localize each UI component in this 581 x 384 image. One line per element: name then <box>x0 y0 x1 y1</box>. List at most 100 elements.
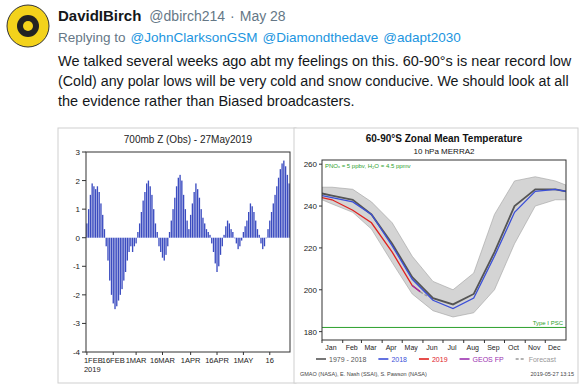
bar <box>260 238 261 244</box>
bar <box>223 235 224 238</box>
x-tick-label-line: 16FEB <box>102 356 125 365</box>
legend-swatch <box>516 358 526 360</box>
bar <box>172 209 173 238</box>
avatar-ring <box>7 5 49 47</box>
bar <box>150 186 151 237</box>
bar <box>271 212 272 238</box>
x-tick-label: Aug <box>466 344 479 352</box>
plot-marks <box>322 177 566 328</box>
x-tick-label: Jul <box>448 344 457 351</box>
y-tick <box>82 323 86 324</box>
legend-swatch <box>378 358 388 360</box>
bar <box>109 238 110 281</box>
bar <box>208 232 209 238</box>
bar <box>128 238 129 252</box>
bar <box>215 238 216 264</box>
y-tick-label: -1 <box>73 262 81 271</box>
series-line <box>420 292 427 296</box>
timestamp: 2019-05-27 13:15 <box>531 371 574 377</box>
bar <box>243 232 244 238</box>
bar <box>183 195 184 238</box>
y-tick-label: -2 <box>73 291 81 300</box>
x-tick-label: 16APR <box>205 356 229 365</box>
bar <box>95 189 96 238</box>
replying-label: Replying to <box>58 30 126 45</box>
bar <box>169 232 170 238</box>
annotation-label: Type I PSC <box>533 320 564 326</box>
bar <box>90 195 91 238</box>
bar <box>174 198 175 238</box>
x-tick-label: 1MAR <box>126 356 147 365</box>
bar <box>281 163 282 237</box>
bar <box>220 238 221 255</box>
y-tick-label: 2 <box>76 177 81 186</box>
separator: · <box>230 8 235 24</box>
y-tick-label: 0 <box>76 234 81 243</box>
x-tick-label: Nov <box>528 344 541 351</box>
reply-handle[interactable]: @adapt2030 <box>383 30 461 45</box>
bar <box>127 238 128 261</box>
x-tick-label: Oct <box>508 344 519 351</box>
y-tick-label: 200 <box>304 286 318 295</box>
reply-handle[interactable]: @Diamondthedave <box>263 30 379 45</box>
bar <box>107 238 108 261</box>
bar <box>195 183 196 237</box>
bar <box>102 215 103 238</box>
legend-swatch <box>460 358 470 360</box>
bar <box>253 212 254 238</box>
plot-frame <box>86 152 290 352</box>
bar <box>165 238 166 255</box>
x-tick-label-line: 16 <box>266 356 274 365</box>
bar <box>267 229 268 238</box>
reply-handle[interactable]: @JohnClarksonGSM <box>131 30 258 45</box>
bar <box>199 198 200 238</box>
chart-title: 60-90°S Zonal Mean Temperature <box>366 133 523 144</box>
bar <box>234 237 235 239</box>
x-tick-label-line: 1FEB <box>84 356 103 365</box>
bar <box>155 223 156 237</box>
y-tick <box>82 152 86 153</box>
bar <box>148 181 149 238</box>
series-line <box>322 198 420 292</box>
bar <box>141 212 142 238</box>
x-tick-label: Apr <box>386 344 398 352</box>
bar <box>104 229 105 238</box>
bar-chart: 700mb Z (Obs) - 27May2019-4-3-2-101231FE… <box>58 128 296 383</box>
bar <box>192 203 193 237</box>
x-tick-label: Sep <box>487 344 500 352</box>
bar <box>287 175 288 238</box>
bar <box>181 181 182 238</box>
bar <box>262 238 263 249</box>
y-tick <box>82 209 86 210</box>
bar <box>130 238 131 247</box>
background <box>0 0 581 384</box>
bar <box>255 221 256 238</box>
bar <box>164 238 165 261</box>
bar <box>222 238 223 247</box>
bar <box>91 183 92 237</box>
y-tick-label: 1 <box>76 205 81 214</box>
bar <box>113 238 114 304</box>
x-tick-label: 16 <box>266 356 274 365</box>
bar <box>244 226 245 237</box>
bar <box>252 206 253 237</box>
y-tick-label: 3 <box>76 148 81 157</box>
bar <box>116 238 117 307</box>
bar <box>193 192 194 238</box>
bar <box>274 195 275 238</box>
series-line <box>322 189 566 304</box>
y-tick <box>82 294 86 295</box>
legend-label: GEOS FP <box>473 356 504 363</box>
bar <box>280 169 281 238</box>
y-tick <box>82 180 86 181</box>
bar <box>213 238 214 252</box>
bar <box>283 161 284 238</box>
bar <box>237 238 238 249</box>
bar <box>137 232 138 238</box>
avatar <box>7 5 49 47</box>
bar <box>230 229 231 238</box>
post-date: May 28 <box>240 8 286 24</box>
bar <box>211 238 212 244</box>
bar <box>97 186 98 237</box>
author-handle: @dbirch214 <box>149 8 225 24</box>
